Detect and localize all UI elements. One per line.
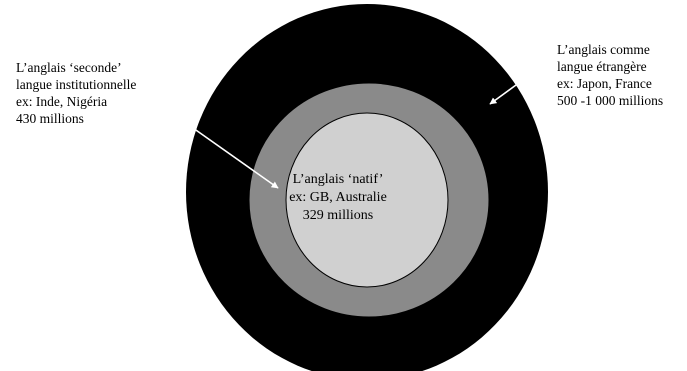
native-language-examples: ex: GB, Australie [289, 190, 387, 205]
native-language-count: 329 millions [302, 208, 374, 223]
foreign-language-title: L’anglais comme [557, 42, 650, 57]
arrow-to-outer-circle [489, 84, 517, 105]
inner-circle-native-language [285, 112, 449, 288]
second-language-examples: ex: Inde, Nigéria [16, 94, 108, 109]
second-language-count: 430 millions [16, 111, 84, 126]
arrow-to-middle-circle [192, 127, 279, 189]
second-language-title: L’anglais ‘seconde’ [16, 60, 122, 75]
native-language-label: L’anglais ‘natif’ ex: GB, Australie 329 … [263, 171, 413, 225]
second-language-label: L’anglais ‘seconde’ langue institutionne… [16, 59, 136, 127]
foreign-language-examples: ex: Japon, France [557, 76, 652, 91]
foreign-language-subtitle: langue étrangère [557, 59, 647, 74]
foreign-language-count: 500 -1 000 millions [557, 93, 664, 108]
foreign-language-label: L’anglais comme langue étrangère ex: Jap… [557, 41, 663, 109]
native-language-title: L’anglais ‘natif’ [292, 172, 384, 187]
second-language-subtitle: langue institutionnelle [16, 77, 137, 92]
